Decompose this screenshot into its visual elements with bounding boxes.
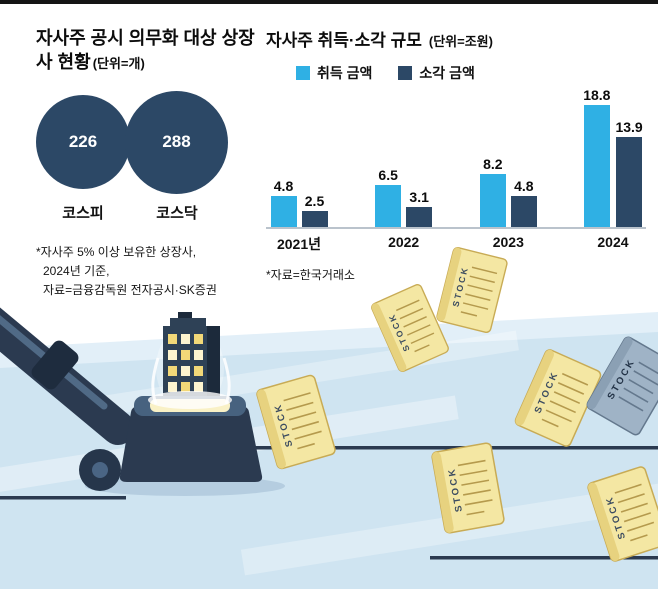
stock-paper-dark <box>584 334 658 438</box>
bar-category-label: 2023 <box>492 234 524 250</box>
vacuum-cleaner <box>0 307 285 496</box>
speed-streaks <box>0 330 658 576</box>
wheel-hub <box>92 462 108 478</box>
stock-paper <box>430 441 506 535</box>
bar-column: 3.1 <box>406 188 433 227</box>
bar-value-label: 8.2 <box>483 155 503 172</box>
bar-category-label: 2021년 <box>276 236 322 252</box>
bar <box>510 195 537 227</box>
bar-value-label: 6.5 <box>378 166 398 183</box>
bar-column: 2.5 <box>301 192 328 227</box>
suction-streak <box>151 357 160 405</box>
kosdaq-value: 288 <box>162 132 191 152</box>
left-chart-footnote: *자사주 5% 이상 보유한 상장사, 2024년 기준, 자료=금융감독원 전… <box>36 243 268 301</box>
legend-item-retirement: 소각 금액 <box>398 63 475 83</box>
top-border-rule <box>0 0 658 4</box>
bar-value-label: 18.8 <box>583 86 611 103</box>
listed-companies-chart: 자사주 공시 의무화 대상 상장사 현황 (단위=개) 226 288 코스피 코… <box>36 26 268 300</box>
bar-group: 18.8 13.9 <box>582 87 644 227</box>
stock-paper <box>369 282 451 374</box>
bar <box>270 195 297 227</box>
circle-markers: 226 288 <box>36 90 268 194</box>
kospi-circle: 226 <box>36 95 130 190</box>
pipe-joint <box>31 340 79 390</box>
legend-item-acquisition: 취득 금액 <box>296 63 372 83</box>
chart-source: *자료=한국거래소 <box>266 268 355 282</box>
bar-categories: 2021년 2022 2023 2024 <box>266 234 646 254</box>
bar-category-label: 2022 <box>388 234 420 250</box>
bar <box>375 184 402 227</box>
bar-column: 8.2 <box>479 155 506 227</box>
bar-category-label: 2024 <box>597 234 629 250</box>
stock-paper <box>255 373 337 471</box>
bar-column: 18.8 <box>583 87 610 227</box>
legend-label-acquisition: 취득 금액 <box>317 65 373 81</box>
bar <box>583 104 610 227</box>
bar-value-label: 3.1 <box>409 188 429 205</box>
vacuum-wheel <box>79 449 121 491</box>
legend-label-retirement: 소각 금액 <box>419 65 475 81</box>
footnote-line: 2024년 기준, <box>43 263 110 278</box>
suction-streak <box>222 357 231 405</box>
band-edge-highlight <box>0 312 658 368</box>
left-chart-title: 자사주 공시 의무화 대상 상장사 현황 (단위=개) <box>36 26 268 75</box>
vacuum-pipe <box>0 307 135 445</box>
motion-line <box>252 446 658 450</box>
bar-group: 6.5 3.1 <box>373 167 435 227</box>
vacuum-body <box>119 406 263 482</box>
bar-chart-title: 자사주 취득·소각 규모 (단위=조원) <box>266 26 646 51</box>
left-chart-unit: (단위=개) <box>92 56 145 72</box>
bar-column: 6.5 <box>375 166 402 227</box>
acquisition-retirement-chart: 자사주 취득·소각 규모 (단위=조원) 취득 금액 소각 금액 4.8 2.5 6.… <box>266 26 646 283</box>
building-windows <box>168 334 203 392</box>
bar <box>406 206 433 227</box>
bar-value-label: 13.9 <box>615 118 643 135</box>
bar-value-label: 4.8 <box>273 177 294 194</box>
bar-value-label: 2.5 <box>304 192 325 209</box>
stock-paper <box>513 347 603 449</box>
bar <box>301 210 328 227</box>
building-icon <box>163 312 220 404</box>
kosdaq-label: 코스닥 <box>156 204 198 222</box>
bar <box>616 136 643 227</box>
suction-aura <box>156 324 224 412</box>
bar-group: 8.2 4.8 <box>477 156 539 227</box>
legend-swatch-acquisition <box>296 66 310 80</box>
vacuum-top-face <box>134 396 246 416</box>
bar <box>479 173 506 227</box>
kospi-label: 코스피 <box>62 204 104 222</box>
left-chart-title-text: 자사주 공시 의무화 대상 상장사 현황 <box>36 28 255 73</box>
footnote-line: 자료=금융감독원 전자공시·SK증권 <box>43 282 217 297</box>
motion-line <box>556 386 658 390</box>
bar-chart-title-text: 자사주 취득·소각 규모 <box>266 31 422 50</box>
bar-group: 4.8 2.5 <box>268 178 330 227</box>
legend: 취득 금액 소각 금액 <box>296 63 646 83</box>
bar-column: 4.8 <box>270 177 297 227</box>
kospi-value: 226 <box>68 132 98 152</box>
bar-plot: 4.8 2.5 6.5 3.1 8.2 4.8 18.8 13.9 <box>266 85 646 229</box>
suction-glow <box>148 391 232 409</box>
circle-labels: 코스피 코스닥 <box>36 202 268 223</box>
vacuum-shadow <box>85 476 285 496</box>
bar-value-label: 4.8 <box>514 177 534 194</box>
motion-line <box>430 556 658 560</box>
bar-column: 4.8 <box>510 177 537 227</box>
footnote-line: *자사주 5% 이상 보유한 상장사, <box>36 244 197 259</box>
kosdaq-circle: 288 <box>125 90 228 194</box>
legend-swatch-retirement <box>398 66 413 80</box>
blue-band-background <box>0 322 658 589</box>
bar-chart-unit: (단위=조원) <box>428 34 493 49</box>
motion-lines <box>0 386 658 560</box>
stock-paper <box>585 464 658 564</box>
bar-column: 13.9 <box>615 118 643 227</box>
suction-slot <box>150 399 230 412</box>
motion-line <box>0 496 126 500</box>
pipe-highlight <box>0 315 108 410</box>
